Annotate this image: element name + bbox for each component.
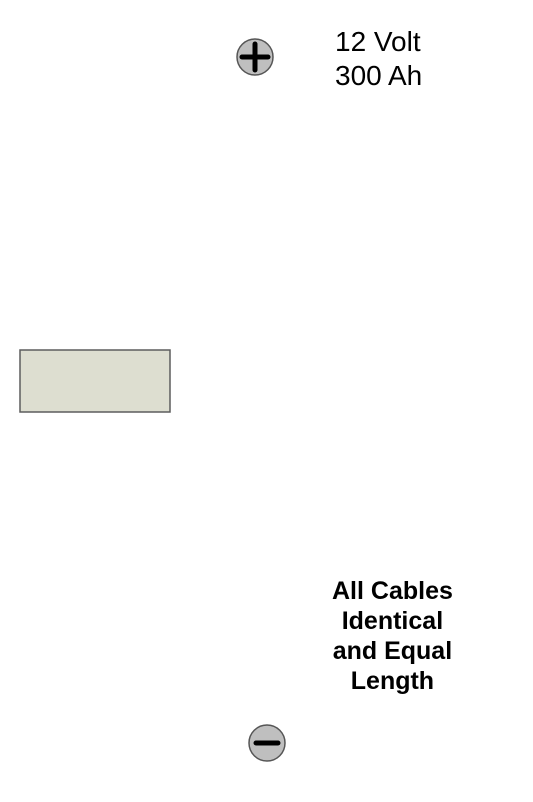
battery-shapes-layer xyxy=(0,0,533,802)
title-voltage: 12 Volt xyxy=(335,25,422,59)
note-line-4: Length xyxy=(332,666,453,696)
diagram-container: 12 Volt 300 Ah All Cables Identical and … xyxy=(0,0,533,802)
note-line-1: All Cables xyxy=(332,576,453,606)
wires-layer xyxy=(0,0,533,802)
note-line-2: Identical xyxy=(332,606,453,636)
main-positive-terminal xyxy=(236,38,274,76)
system-rating-title: 12 Volt 300 Ah xyxy=(335,25,422,92)
note-line-3: and Equal xyxy=(332,636,453,666)
main-negative-terminal xyxy=(248,724,286,762)
title-capacity: 300 Ah xyxy=(335,59,422,93)
cable-note: All Cables Identical and Equal Length xyxy=(332,576,453,696)
